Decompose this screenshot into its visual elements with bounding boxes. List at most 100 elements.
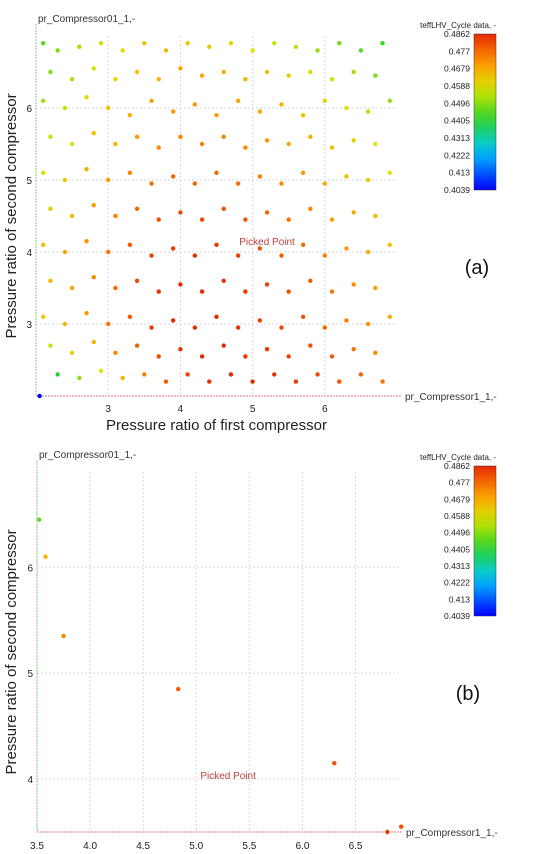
y-axis-title: Pressure ratio of second compressor	[3, 529, 20, 774]
data-point	[113, 285, 118, 291]
y-tick-label: 5	[27, 669, 33, 680]
data-point	[272, 372, 277, 377]
data-point	[113, 350, 118, 355]
data-point	[329, 217, 335, 222]
data-point	[315, 48, 320, 53]
data-point	[62, 321, 68, 327]
colorbar-tick-label: 0.4313	[444, 133, 470, 143]
x-tick-label: 3	[105, 404, 111, 415]
data-point	[243, 145, 248, 150]
data-point	[134, 206, 140, 211]
data-point	[387, 242, 392, 247]
data-point	[127, 242, 133, 247]
data-point	[315, 372, 320, 377]
data-point	[243, 77, 248, 82]
data-point	[250, 48, 255, 53]
data-point	[156, 354, 161, 359]
y-tick-label: 6	[26, 104, 32, 115]
data-point	[48, 134, 53, 139]
data-point	[170, 174, 176, 179]
data-point	[235, 181, 241, 186]
data-point	[178, 282, 183, 287]
data-point	[170, 318, 176, 323]
data-point	[41, 98, 46, 104]
data-point	[322, 98, 327, 104]
data-point	[185, 41, 190, 46]
data-point	[373, 213, 378, 219]
colorbar-tick-label: 0.4313	[444, 561, 470, 571]
data-point	[91, 275, 96, 280]
data-point	[221, 206, 226, 211]
picked-point-label: Picked Point	[200, 771, 256, 782]
data-point	[286, 73, 291, 78]
x-tick-label: 5	[250, 404, 256, 415]
y-axis-name: pr_Compressor01_1,-	[38, 14, 135, 25]
data-point	[373, 73, 378, 78]
data-point	[257, 109, 263, 114]
data-point	[344, 174, 349, 179]
data-point	[243, 217, 248, 222]
data-point	[178, 134, 183, 139]
y-tick-label: 3	[26, 320, 32, 331]
colorbar-tick-label: 0.4496	[444, 98, 470, 108]
x-axis-title: Pressure ratio of first compressor	[106, 417, 327, 434]
data-point	[134, 278, 140, 283]
colorbar-tick-label: 0.4588	[444, 81, 470, 91]
data-point	[98, 368, 104, 373]
data-point	[61, 633, 66, 639]
data-point	[62, 249, 68, 255]
x-axis-name: pr_Compressor1_1,-	[406, 828, 498, 839]
x-tick-label: 6.0	[295, 841, 309, 852]
data-point	[243, 354, 248, 359]
data-point	[48, 69, 53, 75]
data-point	[149, 253, 154, 258]
data-point	[308, 69, 313, 75]
data-point	[199, 73, 205, 78]
data-point	[344, 318, 349, 323]
y-axis-name: pr_Compressor01_1,-	[39, 450, 136, 461]
data-point	[300, 113, 306, 118]
data-point	[286, 354, 291, 359]
data-point	[106, 105, 111, 111]
data-point	[221, 278, 226, 283]
y-tick-label: 4	[26, 248, 32, 259]
data-point	[308, 343, 313, 348]
panel-label: (a)	[465, 257, 489, 279]
data-point	[221, 69, 226, 75]
data-point	[300, 314, 306, 319]
colorbar-tick-label: 0.477	[449, 478, 471, 488]
colorbar-tick-label: 0.4039	[444, 185, 470, 195]
data-point	[228, 41, 234, 46]
data-point	[84, 239, 89, 244]
data-point	[156, 77, 161, 82]
data-point	[106, 249, 111, 255]
y-axis-title: Pressure ratio of second compressor	[3, 93, 20, 338]
data-point	[127, 170, 133, 175]
data-point	[385, 829, 390, 835]
data-point	[264, 69, 270, 75]
colorbar-tick-label: 0.4862	[444, 29, 470, 39]
data-point	[55, 372, 60, 377]
colorbar-tick-label: 0.477	[449, 46, 471, 56]
data-point	[332, 760, 337, 766]
data-point	[91, 131, 96, 136]
data-point	[373, 141, 378, 147]
data-point	[387, 314, 392, 319]
data-point	[106, 321, 111, 327]
data-point	[279, 253, 284, 258]
data-point	[69, 77, 75, 82]
colorbar-title: teffLHV_Cycle data, -	[420, 453, 496, 462]
data-point	[387, 98, 392, 104]
data-point	[62, 177, 68, 183]
data-point	[365, 177, 371, 183]
data-point	[351, 282, 356, 287]
colorbar	[473, 33, 497, 191]
data-point	[329, 289, 335, 294]
data-point	[120, 375, 125, 381]
data-point	[398, 824, 404, 829]
x-tick-label: 5.0	[189, 841, 203, 852]
data-point	[279, 181, 284, 186]
data-point	[214, 170, 219, 175]
colorbar-tick-label: 0.4405	[444, 116, 470, 126]
data-point	[235, 325, 241, 330]
